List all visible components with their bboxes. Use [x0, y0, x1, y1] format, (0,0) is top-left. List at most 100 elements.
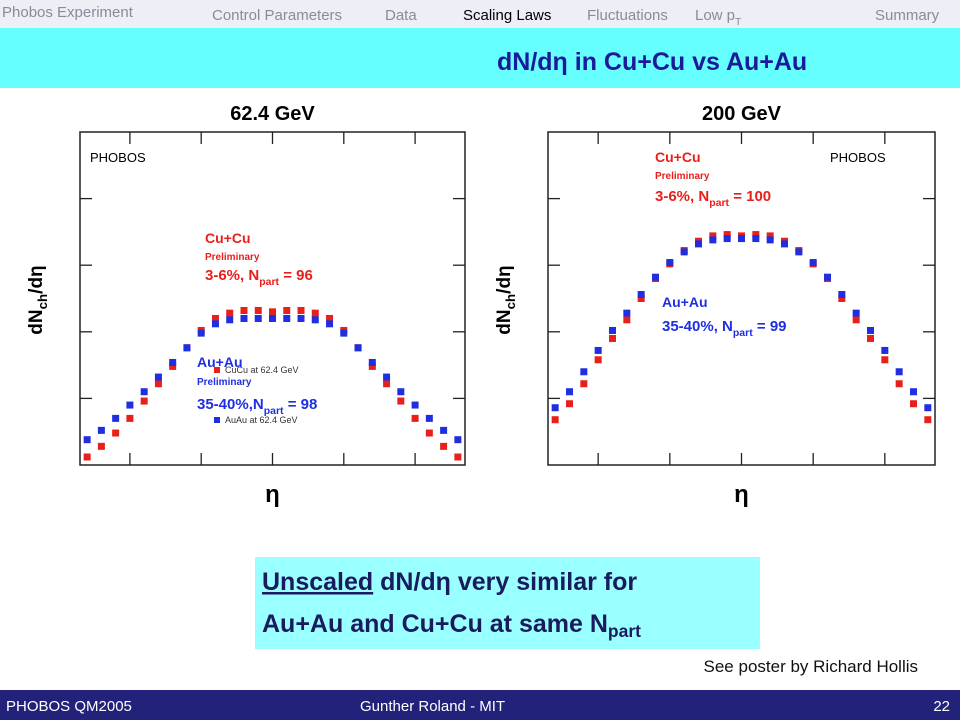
- data-point: [867, 326, 874, 334]
- data-point: [709, 232, 717, 240]
- data-point: [240, 306, 248, 314]
- data-point: [183, 344, 191, 352]
- data-point: [766, 232, 774, 240]
- annotation: PHOBOS: [90, 150, 146, 165]
- text-part: Preliminary: [655, 171, 710, 182]
- data-point: [910, 400, 917, 408]
- data-point: [169, 362, 177, 370]
- data-point: [83, 436, 91, 444]
- text-part: Cu+Cu: [205, 230, 251, 246]
- data-point: [752, 231, 760, 239]
- nav-item[interactable]: Phobos Experiment: [2, 4, 134, 21]
- text-part: Low p: [695, 7, 735, 24]
- subscript: ch: [503, 294, 518, 310]
- data-point: [666, 259, 674, 267]
- data-point: [924, 404, 932, 412]
- data-point: [867, 334, 874, 342]
- nav-item[interactable]: Scaling Laws: [463, 7, 551, 24]
- text-part: PHOBOS: [90, 150, 146, 165]
- summary-line: Au+Au and Cu+Cu at same Npart: [262, 610, 641, 641]
- data-point: [368, 358, 376, 366]
- data-point: [340, 329, 348, 337]
- legend-label: CuCu at 62.4 GeV: [225, 365, 299, 375]
- text-part: 3-6%, N: [205, 267, 259, 284]
- annotation: Au+Au: [197, 354, 243, 370]
- annotation: 3-6%, Npart = 100: [655, 188, 771, 209]
- data-point: [594, 356, 602, 364]
- data-point: [824, 273, 831, 281]
- data-point: [397, 388, 405, 396]
- text-part: 35-40%, N: [662, 318, 733, 335]
- data-point: [169, 358, 177, 366]
- data-point: [752, 235, 760, 243]
- x-axis-label: η: [265, 481, 280, 508]
- data-point: [766, 236, 774, 244]
- data-point: [326, 314, 334, 322]
- data-point: [637, 291, 645, 299]
- text-part: dN: [26, 309, 47, 334]
- chart-title: 200 GeV: [702, 103, 782, 125]
- annotation: Preliminary: [205, 252, 260, 263]
- data-point: [680, 248, 688, 256]
- title-bar: [0, 28, 960, 88]
- data-point: [383, 380, 391, 388]
- data-point: [580, 380, 588, 388]
- legend-marker: [214, 367, 220, 373]
- subscript: part: [608, 621, 641, 641]
- data-point: [154, 380, 162, 388]
- text-part: 3-6%, N: [655, 188, 709, 205]
- data-point: [852, 309, 860, 317]
- text-part: Preliminary: [197, 377, 252, 388]
- subscript: ch: [35, 294, 50, 310]
- nav-item[interactable]: Data: [385, 7, 417, 24]
- data-point: [551, 404, 559, 412]
- annotation: Preliminary: [655, 171, 710, 182]
- text-part: Cu+Cu: [655, 149, 701, 165]
- data-point: [397, 397, 405, 405]
- text-part: Au+Au: [662, 294, 708, 310]
- nav-item[interactable]: Low pT: [695, 7, 742, 28]
- data-point: [809, 259, 817, 267]
- data-point: [97, 426, 105, 434]
- nav-item[interactable]: Fluctuations: [587, 7, 668, 24]
- subscript: part: [733, 327, 753, 339]
- data-point: [566, 388, 573, 396]
- data-point: [154, 373, 162, 381]
- data-point: [297, 306, 305, 314]
- data-point: [781, 240, 788, 248]
- annotation: 35-40%,Npart = 98: [197, 396, 317, 417]
- data-point: [609, 326, 616, 334]
- data-point: [254, 306, 262, 314]
- data-point: [637, 295, 645, 302]
- data-point: [652, 273, 659, 281]
- text-part: Au+Au and Cu+Cu at same N: [262, 610, 608, 638]
- data-point: [269, 314, 276, 322]
- slide-title: dN/dη in Cu+Cu vs Au+Au: [497, 48, 807, 76]
- data-point: [425, 429, 433, 437]
- data-point: [881, 346, 889, 354]
- annotation: Cu+Cu: [655, 149, 701, 165]
- annotation: 3-6%, Npart = 96: [205, 267, 313, 288]
- data-point: [838, 291, 846, 299]
- data-point: [838, 295, 846, 302]
- data-point: [211, 320, 219, 328]
- subscript: part: [709, 197, 729, 209]
- data-point: [240, 314, 248, 322]
- annotation: Cu+Cu: [205, 230, 251, 246]
- nav-item[interactable]: Control Parameters: [212, 7, 342, 24]
- text-part: Preliminary: [205, 252, 260, 263]
- data-point: [383, 373, 391, 381]
- nav-item[interactable]: Summary: [875, 7, 940, 24]
- data-point: [226, 316, 234, 324]
- data-point: [881, 356, 889, 364]
- data-point: [623, 309, 631, 317]
- data-point: [566, 400, 573, 408]
- data-point: [97, 442, 105, 450]
- legend-label: AuAu at 62.4 GeV: [225, 415, 298, 425]
- summary-line: Unscaled dN/dη very similar for: [262, 568, 637, 596]
- data-point: [609, 334, 616, 342]
- data-point: [852, 316, 860, 324]
- data-point: [709, 236, 717, 244]
- text-part: = 98: [284, 396, 318, 413]
- data-point: [440, 442, 448, 450]
